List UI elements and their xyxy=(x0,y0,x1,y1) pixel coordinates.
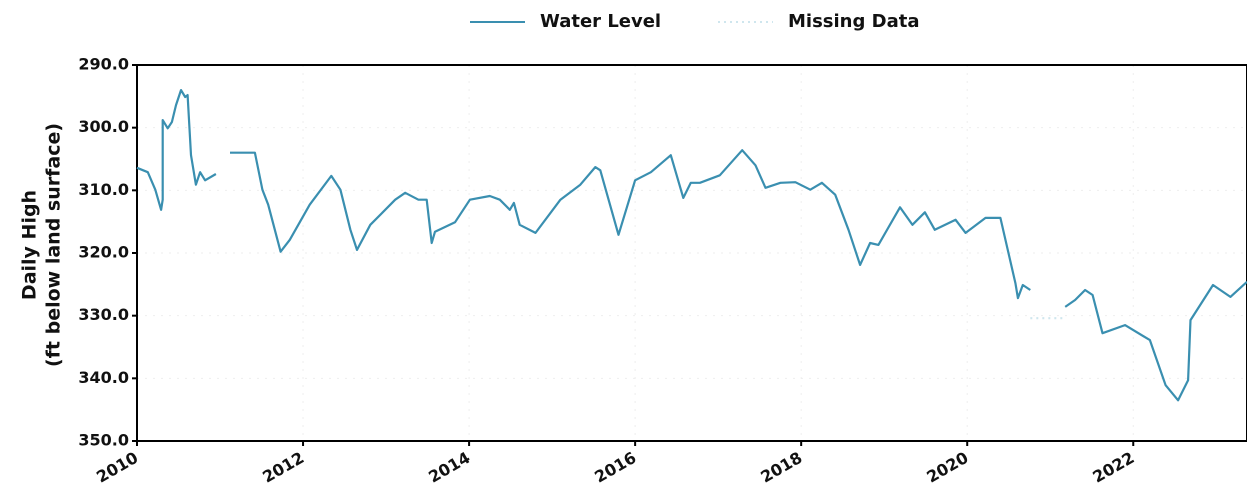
x-tick-label: 2020 xyxy=(923,448,971,487)
x-tick-label: 2014 xyxy=(425,448,473,487)
y-tick-label: 310.0 xyxy=(78,180,129,199)
y-tick-label: 290.0 xyxy=(78,55,129,74)
y-tick-label: 340.0 xyxy=(78,368,129,387)
y-tick-label: 320.0 xyxy=(78,243,129,262)
y-axis-label: Daily High xyxy=(19,190,41,300)
plot-frame xyxy=(136,64,1247,442)
y-tick-label: 300.0 xyxy=(78,117,129,136)
y-axis-label: (ft below land surface) xyxy=(43,123,65,367)
legend-label: Water Level xyxy=(540,11,661,32)
y-tick-label: 350.0 xyxy=(78,431,129,450)
x-tick-label: 2022 xyxy=(1089,448,1137,487)
x-tick-label: 2010 xyxy=(93,448,141,487)
x-tick-label: 2012 xyxy=(259,448,307,487)
legend-label: Missing Data xyxy=(788,11,919,32)
x-tick-label: 2016 xyxy=(591,448,639,487)
x-tick-label: 2018 xyxy=(757,448,805,487)
y-tick-label: 330.0 xyxy=(78,305,129,324)
series-line xyxy=(136,89,1247,402)
